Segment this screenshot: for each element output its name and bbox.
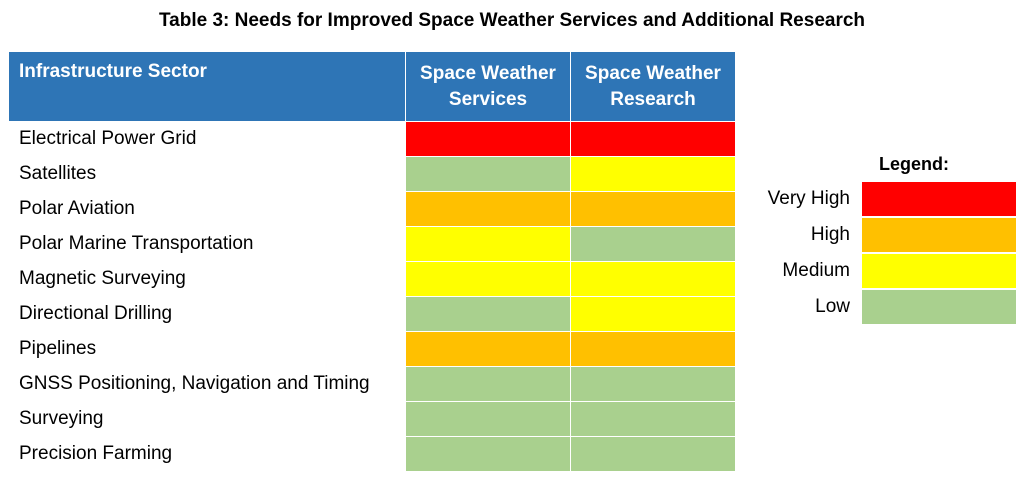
sector-name-cell: Electrical Power Grid [8, 121, 406, 157]
table-row: Satellites [8, 156, 736, 192]
table-title: Table 3: Needs for Improved Space Weathe… [158, 10, 866, 31]
research-need-cell [570, 401, 736, 437]
services-need-cell [405, 366, 571, 402]
services-need-cell [405, 296, 571, 332]
legend-label: High [810, 224, 850, 245]
services-need-cell [405, 121, 571, 157]
research-need-cell [570, 331, 736, 367]
legend-swatch-high [862, 218, 1016, 252]
sector-name-cell: Directional Drilling [8, 296, 406, 332]
services-need-cell [405, 261, 571, 297]
table-row: Pipelines [8, 331, 736, 367]
table-row: Polar Aviation [8, 191, 736, 227]
services-need-cell [405, 331, 571, 367]
table-row: Directional Drilling [8, 296, 736, 332]
research-need-cell [570, 121, 736, 157]
legend-item-low: Low [700, 290, 1018, 326]
table-row: Magnetic Surveying [8, 261, 736, 297]
table-row: Surveying [8, 401, 736, 437]
table-row: GNSS Positioning, Navigation and Timing [8, 366, 736, 402]
sector-name-cell: Magnetic Surveying [8, 261, 406, 297]
sector-name-cell: Pipelines [8, 331, 406, 367]
legend-swatch-low [862, 290, 1016, 324]
research-need-cell [570, 366, 736, 402]
table-row: Precision Farming [8, 436, 736, 472]
sector-name-cell: Surveying [8, 401, 406, 437]
header-space-weather-services: Space Weather Services [405, 51, 571, 122]
table-body: Electrical Power Grid Satellites Polar Avi… [8, 121, 736, 472]
table-row: Electrical Power Grid [8, 121, 736, 157]
header-space-weather-research: Space Weather Research [570, 51, 736, 122]
research-need-cell [570, 261, 736, 297]
legend-swatch-very-high [862, 182, 1016, 216]
sector-name-cell: Precision Farming [8, 436, 406, 472]
table-row: Polar Marine Transportation [8, 226, 736, 262]
legend-label: Low [815, 296, 850, 317]
services-need-cell [405, 226, 571, 262]
legend-title: Legend: [879, 154, 949, 174]
services-need-cell [405, 436, 571, 472]
research-need-cell [570, 296, 736, 332]
table-header-row: Infrastructure Sector Space Weather Serv… [8, 51, 736, 122]
services-need-cell [405, 401, 571, 437]
services-need-cell [405, 191, 571, 227]
sector-name-cell: Polar Marine Transportation [8, 226, 406, 262]
legend-item-very-high: Very High [700, 182, 1018, 218]
sector-name-cell: GNSS Positioning, Navigation and Timing [8, 366, 406, 402]
legend-item-medium: Medium [700, 254, 1018, 290]
legend-label: Very High [767, 188, 850, 209]
legend-label: Medium [782, 260, 850, 281]
needs-table: Infrastructure Sector Space Weather Serv… [8, 51, 736, 472]
sector-name-cell: Polar Aviation [8, 191, 406, 227]
sector-name-cell: Satellites [8, 156, 406, 192]
research-need-cell [570, 436, 736, 472]
research-need-cell [570, 156, 736, 192]
services-need-cell [405, 156, 571, 192]
research-need-cell [570, 226, 736, 262]
legend-item-high: High [700, 218, 1018, 254]
legend-swatch-medium [862, 254, 1016, 288]
header-infrastructure-sector: Infrastructure Sector [8, 51, 406, 122]
